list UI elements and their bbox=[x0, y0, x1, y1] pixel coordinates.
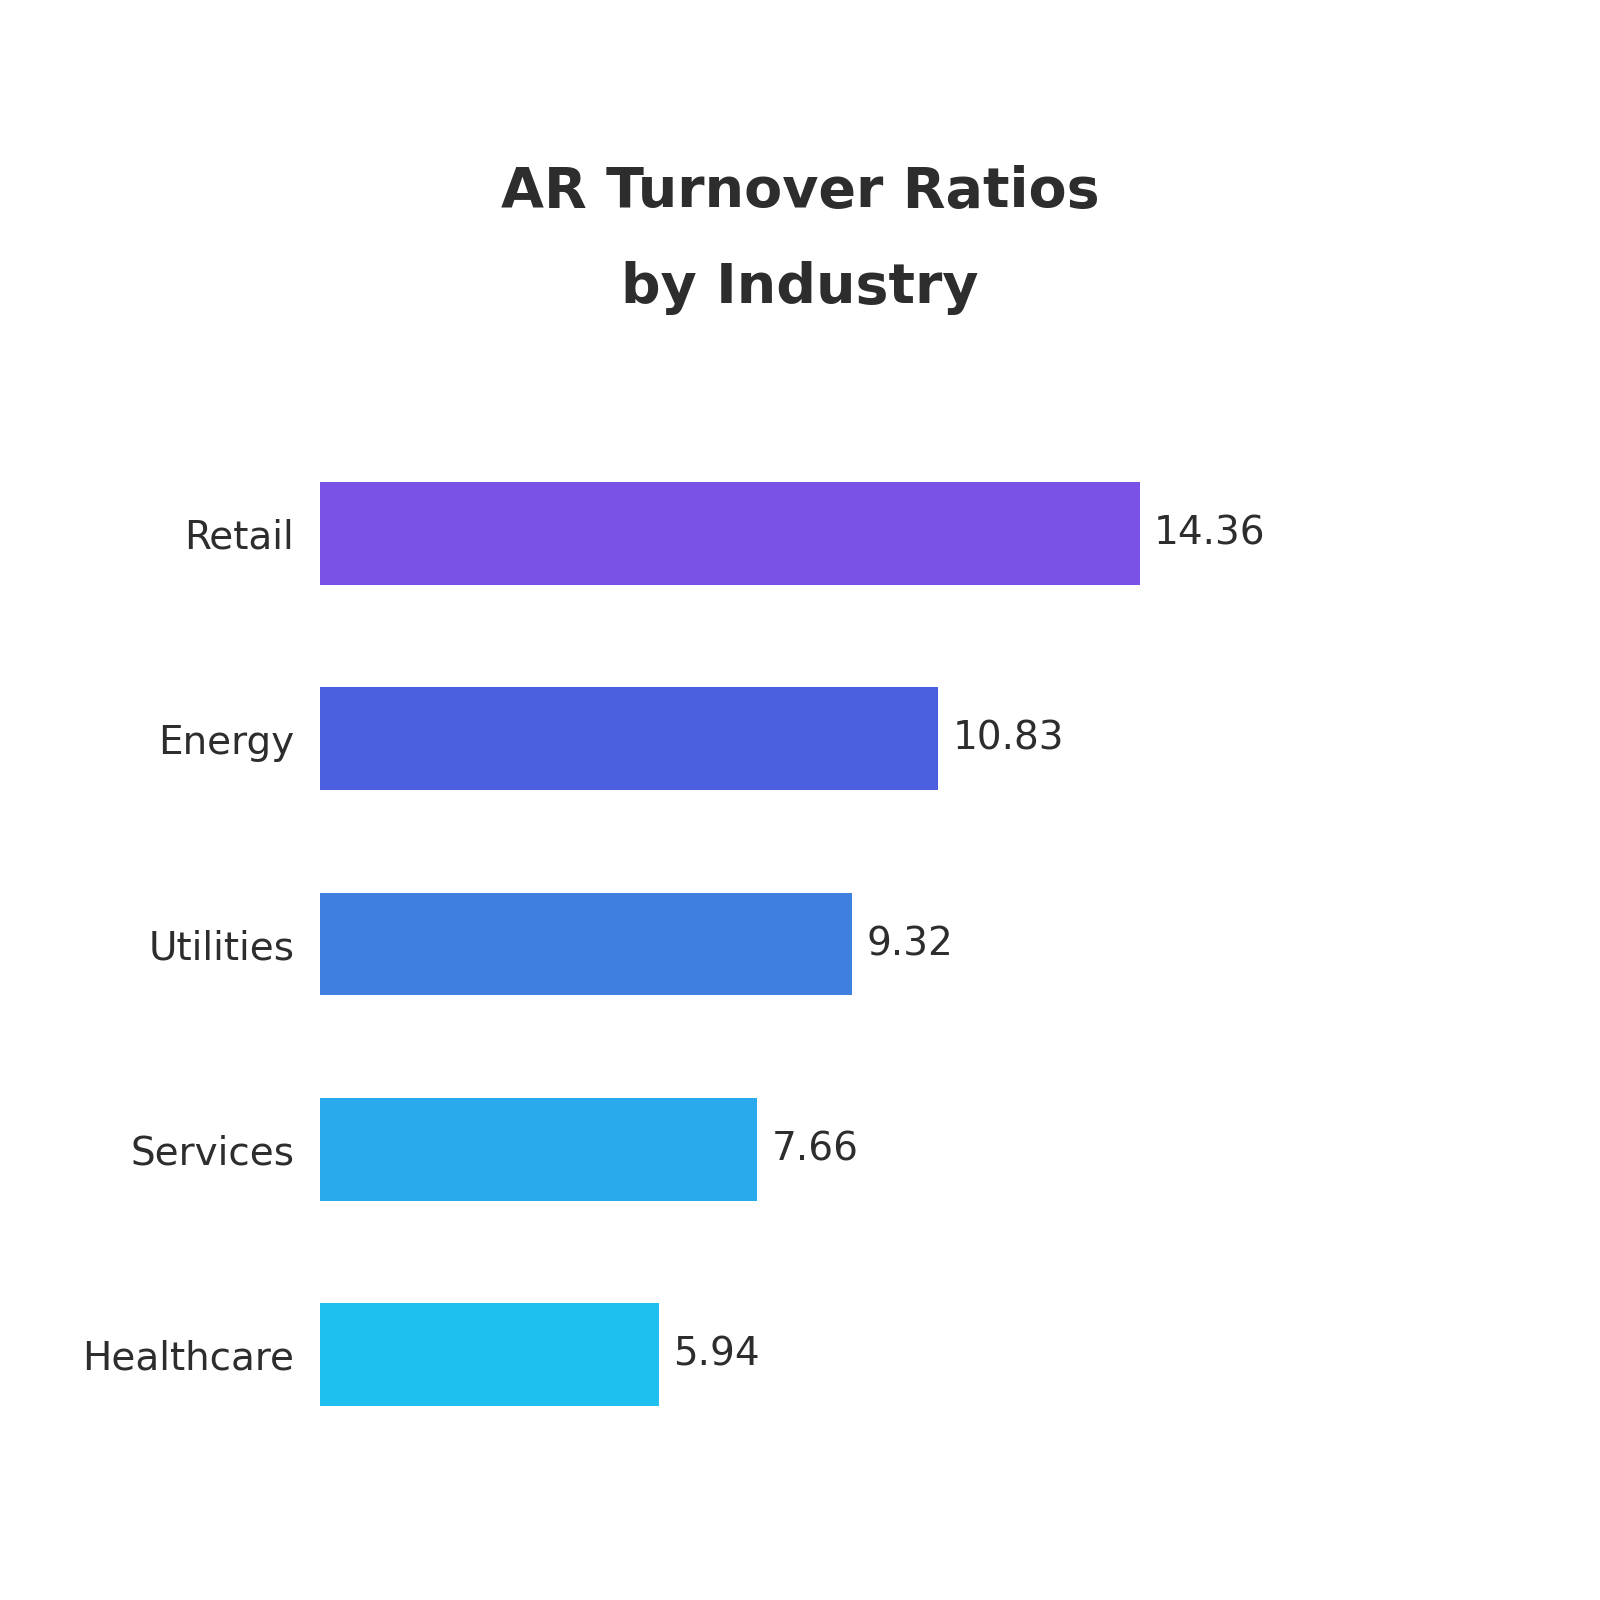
Bar bbox=[320, 893, 851, 995]
Text: 9.32: 9.32 bbox=[866, 925, 954, 963]
Bar bbox=[320, 482, 1139, 584]
Text: 14.36: 14.36 bbox=[1154, 515, 1266, 552]
Text: 7.66: 7.66 bbox=[771, 1130, 859, 1168]
Bar bbox=[320, 1098, 757, 1200]
Bar bbox=[320, 688, 938, 790]
Text: by Industry: by Industry bbox=[621, 261, 979, 315]
Text: 5.94: 5.94 bbox=[674, 1336, 760, 1373]
Bar bbox=[320, 1304, 659, 1406]
Text: AR Turnover Ratios: AR Turnover Ratios bbox=[501, 165, 1099, 219]
Text: 10.83: 10.83 bbox=[952, 720, 1064, 758]
